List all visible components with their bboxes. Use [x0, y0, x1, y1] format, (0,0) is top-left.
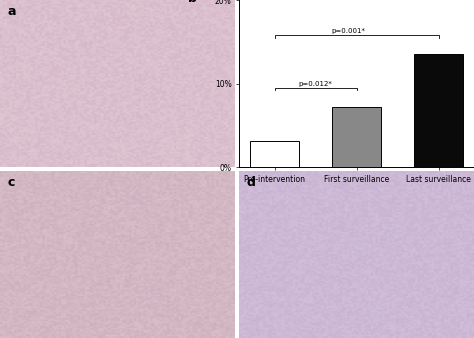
Bar [250, 141, 299, 167]
Text: c: c [7, 176, 14, 189]
Text: a: a [7, 5, 16, 18]
Text: d: d [246, 176, 255, 189]
Bar [332, 107, 381, 167]
Text: p=0.001*: p=0.001* [331, 28, 365, 34]
Text: p=0.012*: p=0.012* [299, 81, 333, 87]
Text: b: b [188, 0, 197, 5]
Bar [414, 54, 463, 167]
